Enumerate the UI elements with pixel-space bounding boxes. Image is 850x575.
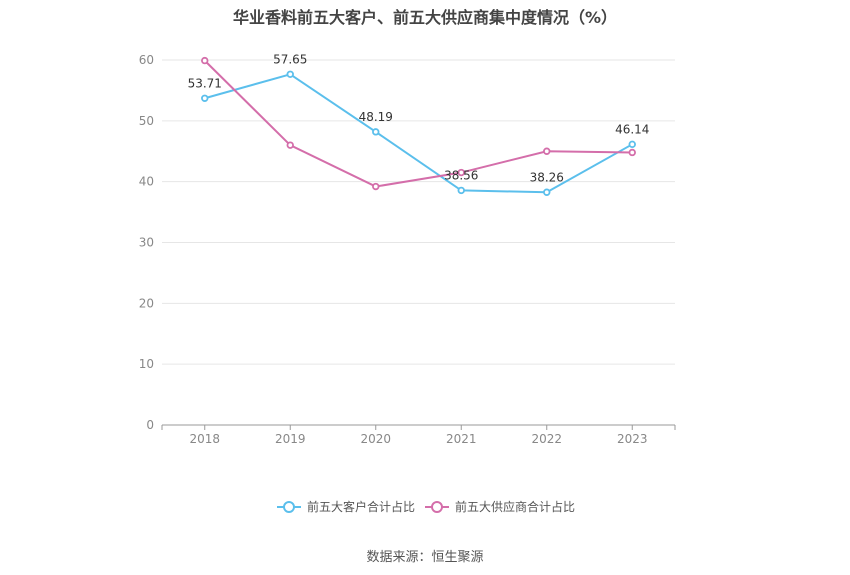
data-point [457,186,465,195]
data-point [201,94,209,102]
y-tick-label: 10 [139,357,154,371]
x-tick-label: 2021 [446,432,477,446]
x-tick-label: 2022 [531,432,562,446]
y-tick-label: 30 [139,236,154,250]
axes: 0 10 20 30 40 50 60 2018 2019 2020 2021 2022 2023 [139,53,676,446]
legend-swatch-marker [431,501,443,513]
data-label: 38.56 [444,168,478,182]
source-note: 数据来源：恒生聚源 [366,550,484,565]
data-point [628,148,636,157]
data-point [201,56,209,65]
x-tick-label: 2019 [275,432,306,446]
x-tick-label: 2018 [189,432,220,446]
data-label: 57.65 [273,52,307,66]
legend-swatch-marker [283,501,295,513]
data-point [543,188,551,196]
data-label: 53.71 [188,76,222,90]
data-point [286,141,294,149]
series-line-1 [204,73,633,194]
y-tick-label: 0 [146,418,154,432]
legend-label: 前五大供应商合计占比 [455,499,575,514]
y-tick-label: 40 [139,175,154,189]
x-tick-label: 2023 [617,432,648,446]
series-line-2 [204,59,633,188]
data-point [372,128,380,136]
legend-label: 前五大客户合计占比 [307,499,415,514]
x-tick-label: 2020 [360,432,391,446]
data-point [457,168,465,177]
gridlines [162,59,675,365]
data-point [543,147,551,155]
data-labels: 53.71 57.65 48.19 38.56 38.26 46.14 [188,52,650,184]
y-tick-label: 50 [139,114,154,128]
chart-title: 华业香料前五大客户、前五大供应商集中度情况（%） [232,8,618,27]
data-label: 48.19 [359,110,393,124]
legend: 前五大客户合计占比 前五大供应商合计占比 [277,499,575,514]
data-label: 38.26 [530,170,564,184]
data-point [628,140,636,149]
y-tick-label: 20 [139,296,154,310]
data-point [286,70,294,78]
y-tick-label: 60 [139,53,154,67]
data-point [372,182,380,191]
data-label: 46.14 [615,122,649,136]
series [201,56,636,196]
